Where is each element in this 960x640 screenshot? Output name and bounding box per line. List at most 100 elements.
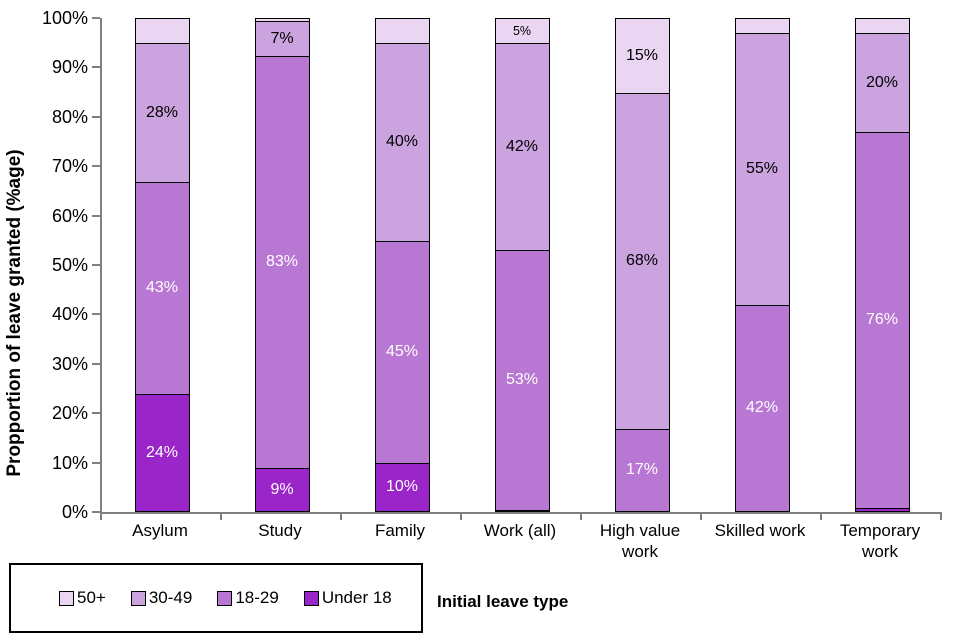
bar-segment: 15%	[614, 18, 670, 94]
x-tick-mark	[580, 514, 582, 520]
legend-label: 50+	[77, 588, 106, 607]
bar-segment-label: 24%	[145, 443, 179, 461]
bar-segment: 42%	[494, 42, 550, 251]
bar-segment: 17%	[614, 428, 670, 512]
bar-segment: 55%	[734, 32, 790, 307]
y-tick-mark	[92, 17, 100, 19]
y-tick-label: 30%	[51, 353, 88, 374]
bar-segment-label: 5%	[512, 24, 532, 39]
y-tick-label: 50%	[51, 255, 88, 275]
y-tick-label: 70%	[51, 156, 88, 177]
bar-temporary-work: 76% 20%	[854, 18, 910, 512]
bar-segment-label: 55%	[745, 160, 779, 178]
bar-segment-label: 45%	[385, 343, 419, 361]
x-tick-mark	[460, 514, 462, 520]
x-axis-title: Initial leave type	[437, 592, 569, 611]
bar-segment: 68%	[614, 92, 670, 430]
bar-segment	[374, 18, 430, 45]
bar-segment: 5%	[494, 18, 550, 45]
y-tick-mark	[92, 115, 100, 118]
bar-segment: 76%	[854, 131, 910, 509]
bar-segment-label: 28%	[145, 103, 179, 121]
legend-label: 30-49	[148, 588, 193, 607]
bar-segment-label: 83%	[265, 253, 299, 271]
bar-segment	[254, 18, 310, 23]
y-tick-mark	[92, 362, 100, 365]
legend-entry-under-18: Under 18	[303, 588, 392, 608]
category-label: Work (all)	[483, 521, 557, 540]
legend-label: Under 18	[321, 588, 392, 607]
legend-swatch	[303, 590, 319, 606]
y-tick-label: 90%	[51, 57, 88, 78]
y-tick-mark	[92, 214, 100, 217]
bar-asylum: 24% 43% 28%	[134, 18, 190, 512]
legend-label: 18-29	[235, 588, 279, 607]
bar-segment: 53%	[494, 249, 550, 512]
bar-segment: 10%	[374, 462, 430, 512]
bar-segment	[854, 18, 910, 35]
category-label: Asylum	[132, 521, 188, 540]
x-tick-mark	[100, 514, 102, 520]
bar-segment-label: 9%	[270, 480, 294, 498]
bar-skilled-work: 42% 55%	[734, 18, 790, 512]
legend-swatch	[59, 590, 74, 606]
y-tick-label: 20%	[51, 403, 88, 424]
x-tick-mark	[220, 514, 222, 520]
bar-segment-label: 53%	[505, 371, 539, 389]
category-label: High value work	[599, 521, 681, 561]
y-tick-mark	[92, 412, 100, 415]
bar-segment-label: 40%	[385, 133, 419, 151]
category-label: Temporary work	[839, 521, 921, 561]
y-tick-label: 40%	[51, 304, 88, 325]
y-tick-label: 60%	[51, 205, 88, 226]
y-tick-mark	[92, 511, 100, 513]
bar-segment-label: 10%	[385, 478, 419, 496]
y-tick-label: 10%	[51, 452, 88, 473]
bar-segment: 43%	[134, 181, 190, 396]
bar-work-all-: 53% 42% 5%	[494, 18, 550, 512]
x-tick-mark	[820, 514, 822, 520]
category-label: Family	[374, 521, 426, 540]
bar-segment: 45%	[374, 240, 430, 465]
bar-segment: 7%	[254, 20, 310, 57]
bar-segment: 20%	[854, 32, 910, 134]
bar-segment-label: 7%	[270, 29, 294, 47]
bar-segment-label: 43%	[145, 279, 179, 297]
legend-swatch	[217, 590, 233, 606]
legend-swatch	[130, 590, 146, 606]
bar-segment-label: 76%	[865, 311, 899, 329]
x-tick-mark	[340, 514, 342, 520]
bar-segment-label: 20%	[865, 74, 899, 92]
y-tick-mark	[92, 264, 100, 266]
bar-segment: 9%	[254, 467, 310, 512]
y-tick-mark	[92, 66, 100, 69]
y-tick-label: 0%	[61, 502, 88, 522]
bar-segment-label: 42%	[745, 399, 779, 417]
category-label: Skilled work	[714, 521, 806, 540]
bar-segment: 24%	[134, 393, 190, 512]
bar-segment: 40%	[374, 42, 430, 242]
bar-segment: 28%	[134, 42, 190, 183]
x-tick-mark	[700, 514, 702, 520]
y-tick-label: 80%	[51, 106, 88, 127]
y-tick-label: 100%	[41, 8, 88, 28]
legend-entry-18-29: 18-29	[217, 588, 279, 608]
legend-entry-50-: 50+	[59, 588, 106, 608]
bar-segment: 83%	[254, 55, 310, 469]
bar-segment: 42%	[734, 304, 790, 512]
plot-area: 24% 43% 28% 9% 83% 7% 10% 45% 40% 53% 42% 5% 17% 68% 1…	[100, 18, 942, 514]
category-label: Study	[258, 521, 302, 540]
y-tick-mark	[92, 165, 100, 168]
bar-segment	[734, 18, 790, 35]
bar-study: 9% 83% 7%	[254, 18, 310, 512]
bar-high-value-work: 17% 68% 15%	[614, 18, 670, 512]
legend-entry-30-49: 30-49	[130, 588, 193, 608]
bar-segment-label: 15%	[625, 46, 659, 64]
bar-family: 10% 45% 40%	[374, 18, 430, 512]
y-tick-mark	[92, 461, 100, 464]
bar-segment-label: 42%	[505, 137, 539, 155]
legend: 50+ 30-49 18-29 Under 18	[9, 563, 423, 633]
y-tick-mark	[92, 313, 100, 316]
bar-segment	[134, 18, 190, 45]
